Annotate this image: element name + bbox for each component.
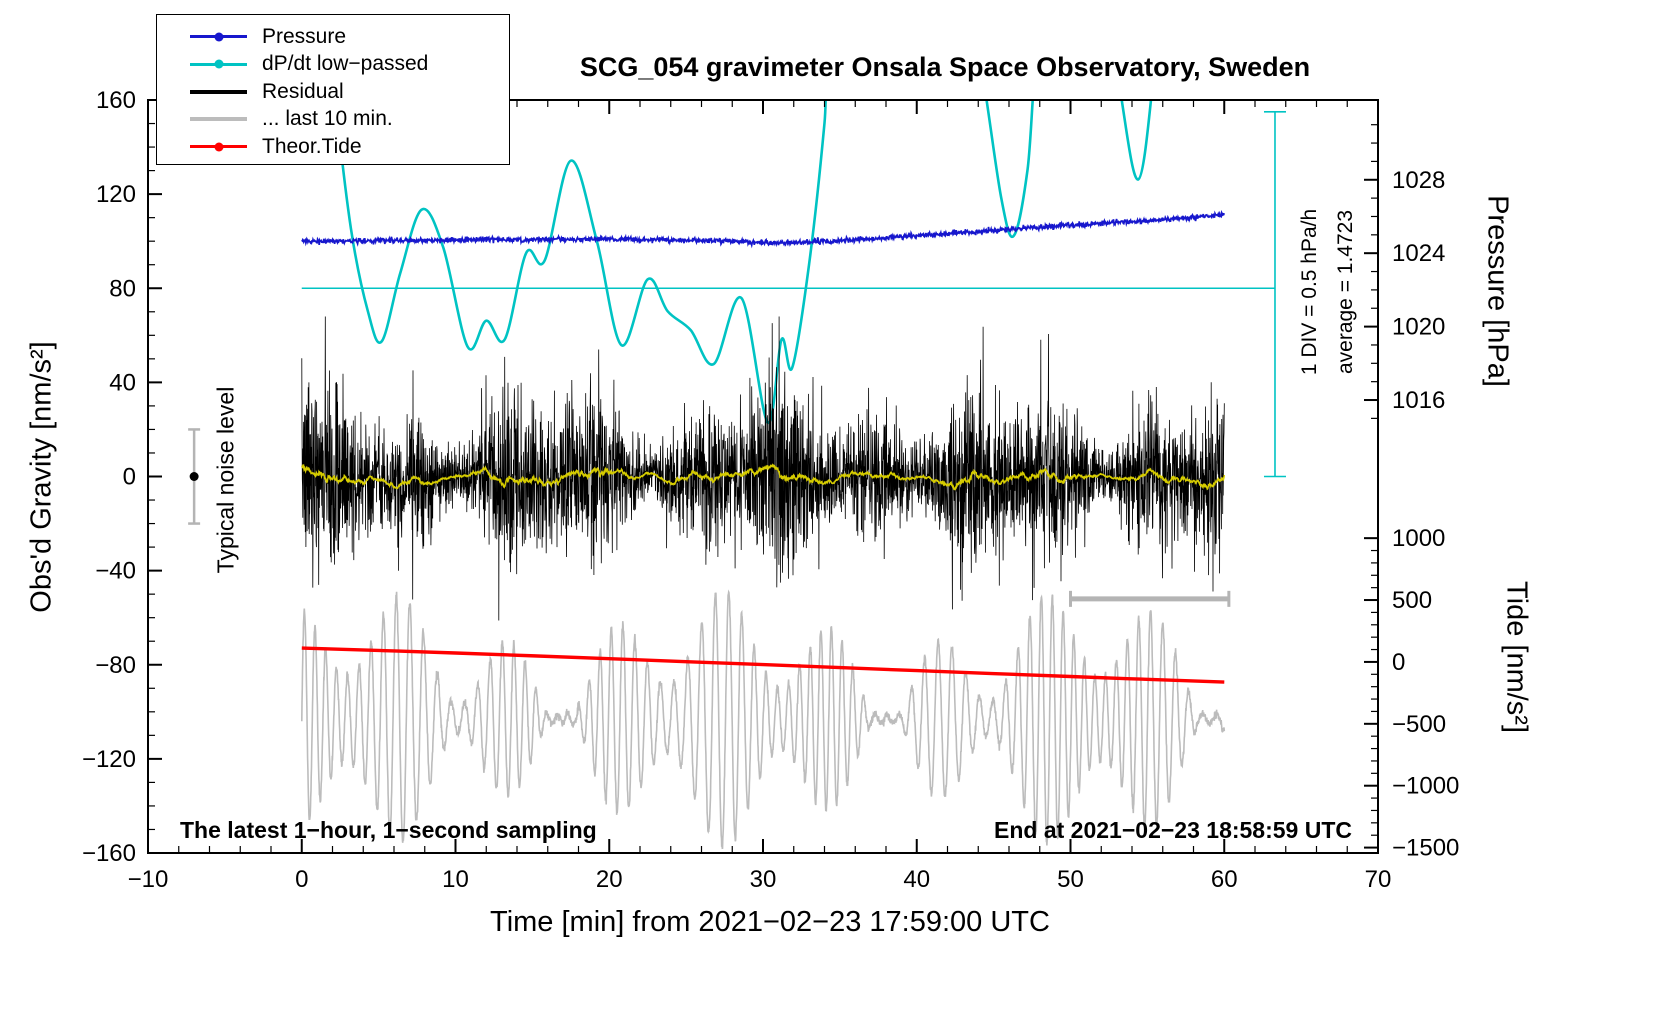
tide-tick-label: 500 <box>1392 587 1432 614</box>
pressure-tick-label: 1028 <box>1392 167 1445 194</box>
x-tick-label: 70 <box>1365 866 1392 893</box>
axes-layer: −10 0 10 20 30 40 50 60 70−160−120−80−4004080120… <box>82 87 1459 893</box>
x-tick-label: 30 <box>750 866 777 893</box>
legend-label-dpdt: dP/dt low−passed <box>262 52 429 76</box>
legend-label-pressure: Pressure <box>262 24 347 48</box>
x-tick-label: 10 <box>442 866 469 893</box>
pressure-axis-ticks: 1016 1020 1024 1028 <box>1364 124 1445 419</box>
gravity-axis-ticks: −160 −120 −80 −40 0 40 80 120 160 <box>82 87 162 867</box>
end-time-note: End at 2021−02−23 18:58:59 UTC <box>994 817 1352 843</box>
x-tick-label: −10 <box>128 866 169 893</box>
pressure-line-swatch <box>190 32 247 42</box>
x-axis-ticks: −10 0 10 20 30 40 50 60 70 <box>128 100 1392 893</box>
pressure-trace <box>301 209 1226 249</box>
gravity-tick-label: −40 <box>95 558 136 585</box>
chart-title: SCG_054 gravimeter Onsala Space Observat… <box>579 52 1311 82</box>
gravity-axis-title: Obs'd Gravity [nm/s²] <box>25 341 58 613</box>
dpdt-dot-icon <box>214 59 223 69</box>
residual-line-swatch <box>190 89 247 94</box>
sampling-note: The latest 1−hour, 1−second sampling <box>180 817 597 843</box>
legend-item-residual: Residual <box>190 78 509 106</box>
legend-label-residual: Residual <box>262 79 344 103</box>
plot-series-layer <box>188 100 1286 850</box>
x-tick-label: 50 <box>1057 866 1084 893</box>
tide-tick-label: 1000 <box>1392 525 1445 552</box>
last10min-trace <box>301 589 1226 850</box>
tide-tick-label: −1000 <box>1392 773 1459 800</box>
last10min-interval-bar <box>1069 590 1231 607</box>
dpdt-line-swatch <box>190 59 247 69</box>
pressure-tick-label: 1020 <box>1392 314 1445 341</box>
legend-label-last10: ... last 10 min. <box>262 107 393 131</box>
tide-tick-label: −1500 <box>1392 835 1459 862</box>
tide-tick-label: 0 <box>1392 649 1405 676</box>
tide-axis-title: Tide [nm/s²] <box>1500 580 1533 734</box>
tide-tick-label: −500 <box>1392 711 1446 738</box>
gravity-tick-label: 80 <box>109 275 136 302</box>
residual-trace <box>301 316 1225 621</box>
legend-item-dpdt: dP/dt low−passed <box>190 51 509 79</box>
x-tick-label: 0 <box>295 866 308 893</box>
noise-level-label: Typical noise level <box>212 386 239 574</box>
legend: Pressure dP/dt low−passed Residual ... l… <box>156 14 510 165</box>
gravity-tick-label: 120 <box>96 181 136 208</box>
last10-line-swatch <box>190 117 247 122</box>
dpdt-scale-bracket <box>1263 110 1286 478</box>
x-axis-title: Time [min] from 2021−02−23 17:59:00 UTC <box>490 906 1050 938</box>
tide-axis-ticks: −1500 −1000 −500 0 500 1000 <box>1364 525 1459 862</box>
legend-item-last10: ... last 10 min. <box>190 106 509 134</box>
gravity-tick-label: −120 <box>82 746 136 773</box>
div-scale-label: 1 DIV = 0.5 hPa/h <box>1298 208 1321 376</box>
residual-smoothed-trace <box>301 463 1226 491</box>
gravity-tick-label: 160 <box>96 87 136 114</box>
gravity-tick-label: 0 <box>123 464 136 491</box>
x-tick-label: 40 <box>903 866 930 893</box>
average-value-label: average = 1.4723 <box>1334 209 1357 375</box>
theortide-line-swatch <box>190 142 247 152</box>
pressure-dot-icon <box>214 32 223 42</box>
legend-item-theortide: Theor.Tide <box>190 133 509 161</box>
theortide-dot-icon <box>214 142 223 152</box>
gravity-tick-label: 40 <box>109 369 136 396</box>
legend-label-theortide: Theor.Tide <box>262 134 362 158</box>
pressure-tick-label: 1016 <box>1392 387 1445 414</box>
noise-level-marker <box>188 428 201 525</box>
pressure-tick-label: 1024 <box>1392 240 1445 267</box>
theoretical-tide-trace <box>301 646 1225 684</box>
x-tick-label: 60 <box>1211 866 1238 893</box>
legend-item-pressure: Pressure <box>190 23 509 51</box>
dpdt-trace <box>334 100 1153 424</box>
pressure-axis-title: Pressure [hPa] <box>1481 195 1514 387</box>
gravity-tick-label: −80 <box>95 652 136 679</box>
gravity-tick-label: −160 <box>82 840 136 867</box>
x-tick-label: 20 <box>596 866 623 893</box>
